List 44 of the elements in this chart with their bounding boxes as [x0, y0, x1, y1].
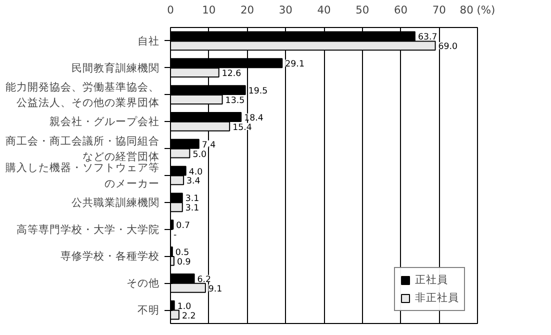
data-label: 7.4 [202, 140, 216, 150]
data-label: 18.4 [244, 113, 264, 124]
x-tick-label: 20 [240, 4, 254, 16]
x-tick-label: 70 [432, 4, 446, 16]
y-tick-label: 高等専門学校・大学・大学院 [16, 222, 160, 236]
data-label: 29.1 [285, 60, 304, 70]
data-label: 3.1 [185, 194, 200, 204]
data-label: 0.9 [176, 257, 191, 268]
y-tick-label: 能力開発協会、労働基準協会、公益法人、その他の業界団体 [6, 80, 160, 110]
x-tick-label: 10 [202, 4, 216, 16]
x-tick-label: 60 [394, 4, 408, 16]
x-tick-label: 30 [278, 4, 293, 16]
x-tick-label: 50 [356, 4, 370, 16]
data-label: 63.7 [418, 32, 438, 43]
data-label: 12.6 [222, 69, 242, 80]
data-label: 69.0 [438, 42, 458, 52]
x-tick-label: 0 [167, 4, 174, 16]
text: - [174, 230, 177, 241]
y-tick-label: 不明 [138, 304, 160, 317]
data-label: 1.0 [177, 302, 192, 312]
data-label: 3.4 [186, 176, 201, 187]
y-tick-label: 購入した機器・ソフトウェア等のメーカー [6, 161, 160, 190]
data-label: 0.5 [175, 248, 190, 258]
data-label: 9.1 [208, 284, 222, 294]
data-label: 4.0 [188, 167, 203, 178]
legend-label: 正社員 [415, 273, 448, 287]
y-tick-label: 専修学校・各種学校 [60, 250, 160, 263]
data-label: 2.2 [182, 311, 196, 322]
y-tick-label: 自社 [138, 34, 160, 48]
data-label: 6.2 [197, 274, 212, 285]
data-label: 15.4 [232, 122, 252, 133]
data-label: 0.7 [176, 221, 190, 232]
data-label: 13.5 [225, 96, 245, 106]
x-tick-label: 80 (%) [460, 4, 496, 16]
y-tick-label: その他 [126, 276, 160, 290]
y-tick-label: 商工会・商工会議所・協同組合などの経営団体 [6, 134, 160, 163]
data-label: 5.0 [192, 150, 206, 160]
y-tick-label: 民間教育訓練機関 [72, 61, 160, 74]
y-tick-label: 親会社・グループ会社 [50, 115, 160, 128]
x-tick-label: 40 [317, 4, 331, 16]
legend-label: 非正社員 [415, 291, 459, 305]
y-tick-label: 公共職業訓練機関 [72, 196, 160, 209]
data-label: 3.1 [185, 204, 200, 214]
data-label: 19.5 [248, 86, 268, 97]
